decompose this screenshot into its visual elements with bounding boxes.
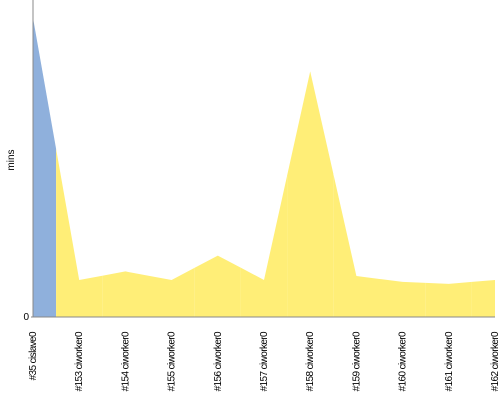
x-tick-label: #156 ciworker0 xyxy=(213,331,224,391)
x-tick-label: #162 ciworker0 xyxy=(490,331,500,391)
y-tick-label: 0 xyxy=(23,312,29,323)
y-axis-label: mins xyxy=(6,149,17,170)
area-segment xyxy=(102,271,149,317)
x-tick-label: #154 ciworker0 xyxy=(120,331,131,391)
x-tick-label: #35 cislave0 xyxy=(28,331,39,380)
area-segment xyxy=(56,148,103,317)
x-tick-label: #159 ciworker0 xyxy=(351,331,362,391)
area-segment xyxy=(33,17,57,318)
area-segment xyxy=(287,71,334,317)
x-tick-label: #158 ciworker0 xyxy=(305,331,316,391)
x-tick-label: #160 ciworker0 xyxy=(398,331,409,391)
area-segment xyxy=(148,267,195,317)
x-tick-label: #155 ciworker0 xyxy=(167,331,178,391)
area-segment xyxy=(471,279,495,317)
area-segment xyxy=(379,278,426,317)
x-tick-label: #153 ciworker0 xyxy=(74,331,85,391)
x-tick-label: #157 ciworker0 xyxy=(259,331,270,391)
area-segment xyxy=(194,255,241,317)
area-segment xyxy=(240,175,288,317)
area-segment xyxy=(333,173,380,317)
x-tick-label: #161 ciworker0 xyxy=(444,331,455,391)
area-segment xyxy=(425,281,472,317)
